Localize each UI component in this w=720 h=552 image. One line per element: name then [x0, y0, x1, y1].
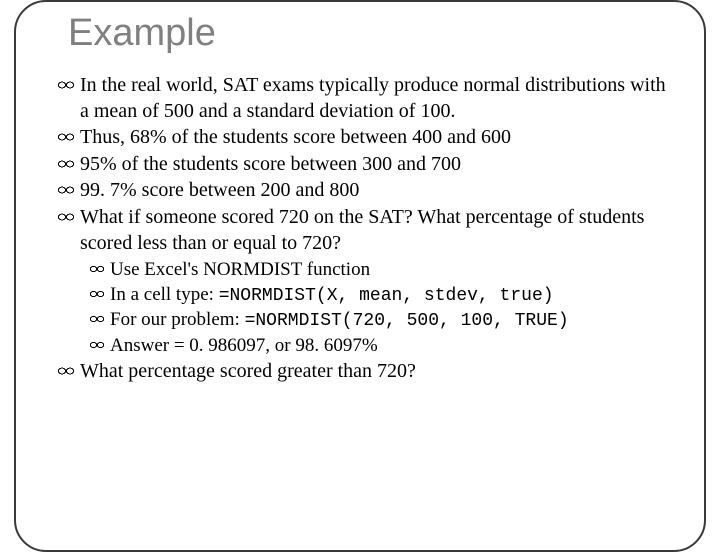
- bullet-list: In the real world, SAT exams typically p…: [58, 73, 676, 385]
- code-text: =NORMDIST(720, 500, 100, TRUE): [245, 311, 569, 331]
- sub-list: Use Excel's NORMDIST function In a cell …: [90, 258, 676, 358]
- bullet-item: In the real world, SAT exams typically p…: [58, 73, 676, 124]
- slide-frame: Example In the real world, SAT exams typ…: [14, 0, 706, 552]
- sub-item: Answer = 0. 986097, or 98. 6097%: [90, 334, 676, 359]
- bullet-item: What percentage scored greater than 720?: [58, 359, 676, 385]
- slide-title: Example: [68, 12, 676, 55]
- bullet-item: What if someone scored 720 on the SAT? W…: [58, 205, 676, 358]
- sub-text: Answer = 0. 986097, or 98. 6097%: [110, 335, 378, 356]
- bullet-text: 95% of the students score between 300 an…: [80, 153, 461, 175]
- sub-text: In a cell type:: [110, 284, 219, 305]
- code-text: =NORMDIST(X, mean, stdev, true): [219, 286, 554, 306]
- sub-text: Use Excel's NORMDIST function: [110, 259, 370, 280]
- bullet-text: What if someone scored 720 on the SAT? W…: [80, 206, 644, 254]
- bullet-text: 99. 7% score between 200 and 800: [80, 179, 359, 201]
- bullet-item: Thus, 68% of the students score between …: [58, 125, 676, 151]
- bullet-text: Thus, 68% of the students score between …: [80, 126, 511, 148]
- sub-text: For our problem:: [110, 309, 245, 330]
- sub-item: In a cell type: =NORMDIST(X, mean, stdev…: [90, 283, 676, 308]
- bullet-item: 99. 7% score between 200 and 800: [58, 178, 676, 204]
- sub-item: Use Excel's NORMDIST function: [90, 258, 676, 283]
- bullet-item: 95% of the students score between 300 an…: [58, 152, 676, 178]
- bullet-text: What percentage scored greater than 720?: [80, 360, 416, 382]
- sub-item: For our problem: =NORMDIST(720, 500, 100…: [90, 308, 676, 333]
- bullet-text: In the real world, SAT exams typically p…: [80, 74, 666, 122]
